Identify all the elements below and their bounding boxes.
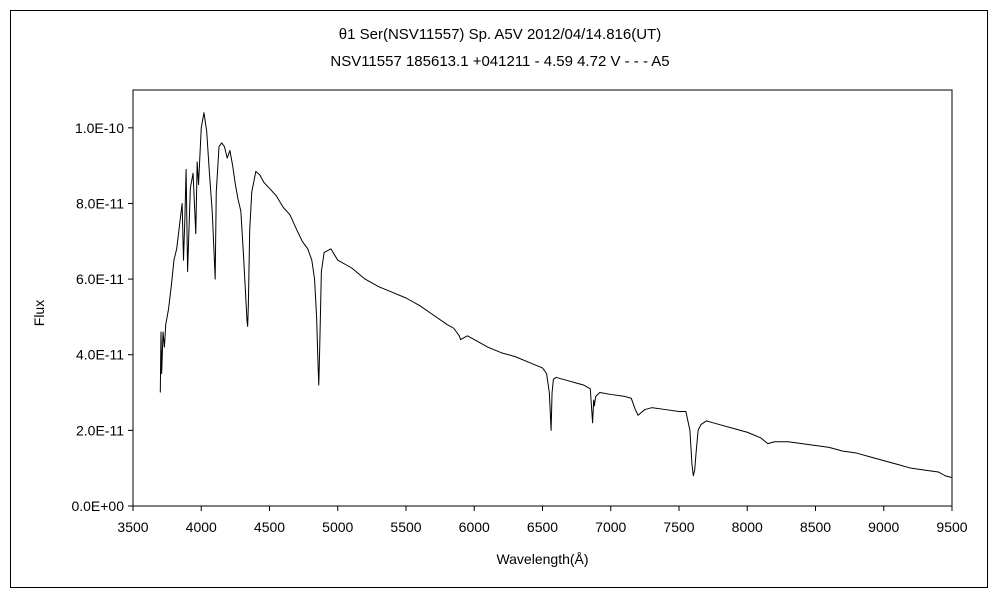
x-tick-label: 8000 (732, 519, 763, 535)
x-tick-label: 7000 (595, 519, 626, 535)
x-tick-label: 5000 (322, 519, 353, 535)
y-axis-label: Flux (31, 300, 47, 326)
x-tick-label: 7500 (663, 519, 694, 535)
plot-border (132, 89, 953, 507)
x-tick-label: 4000 (186, 519, 217, 535)
y-tick-label: 8.0E-11 (76, 195, 124, 211)
chart-subtitle: NSV11557 185613.1 +041211 - 4.59 4.72 V … (330, 53, 670, 70)
y-tick-label: 6.0E-11 (76, 271, 124, 287)
y-tick-label: 2.0E-11 (76, 422, 124, 438)
y-tick-label: 1.0E-10 (75, 120, 124, 136)
x-tick-label: 8500 (800, 519, 831, 535)
y-tick-label: 0.0E+00 (71, 498, 124, 514)
x-tick-label: 6000 (459, 519, 490, 535)
x-tick-label: 4500 (254, 519, 285, 535)
x-tick-label: 9500 (936, 519, 967, 535)
y-tick-label: 4.0E-11 (76, 347, 124, 363)
chart-title: θ1 Ser(NSV11557) Sp. A5V 2012/04/14.816(… (338, 26, 662, 43)
chart-frame (10, 10, 988, 588)
x-axis-label: Wavelength(Å) (496, 551, 588, 567)
x-tick-label: 5500 (390, 519, 421, 535)
x-tick-label: 6500 (527, 519, 558, 535)
spectrum-line (159, 112, 953, 479)
x-tick-label: 3500 (117, 519, 148, 535)
x-tick-label: 9000 (868, 519, 899, 535)
